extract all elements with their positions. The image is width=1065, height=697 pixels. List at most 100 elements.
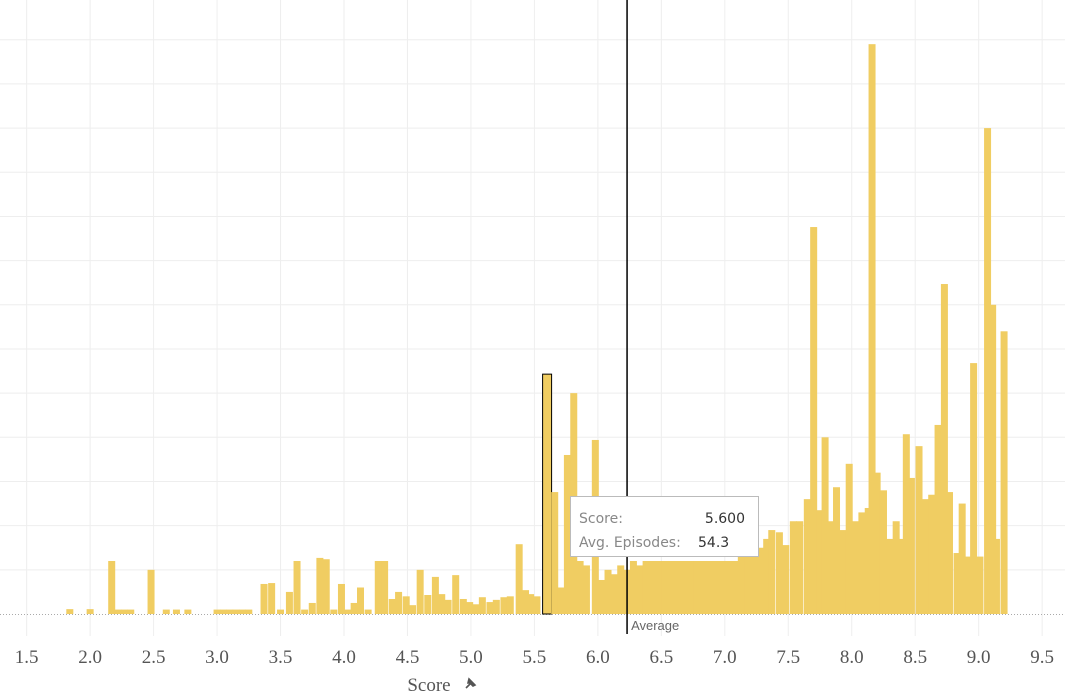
bar [127, 609, 135, 614]
bar [357, 587, 365, 614]
bar [864, 507, 872, 614]
bar [431, 576, 439, 614]
x-axis-title: Score [407, 675, 450, 696]
bar [238, 609, 246, 614]
bar [970, 363, 978, 614]
bar [661, 560, 669, 614]
bar [768, 530, 776, 614]
bar [879, 490, 887, 614]
bar [852, 521, 860, 614]
bar [416, 569, 424, 614]
bar [821, 437, 829, 614]
bar [892, 521, 900, 614]
bar [506, 596, 514, 614]
bar [374, 560, 382, 614]
bar [1000, 331, 1008, 614]
bar [172, 609, 180, 614]
bar [945, 492, 953, 614]
bar [245, 609, 253, 614]
bar [617, 565, 625, 614]
bar [989, 304, 997, 614]
bar [551, 492, 559, 614]
bars [66, 44, 1008, 615]
tooltip-value: 5.600 [705, 511, 745, 527]
tooltip-box [570, 496, 759, 557]
bar [466, 602, 474, 614]
bar [680, 560, 688, 614]
bar [232, 609, 240, 614]
bar [976, 556, 984, 614]
bar [687, 560, 695, 614]
x-tick-label: 4.0 [332, 647, 356, 668]
bar [515, 544, 523, 614]
bar [285, 591, 293, 614]
bar [492, 599, 500, 614]
bar [486, 602, 494, 614]
bar [395, 591, 403, 614]
bar [409, 605, 417, 614]
bar [308, 602, 316, 614]
tooltip-label: Avg. Episodes: [579, 535, 681, 551]
bar [444, 599, 452, 614]
bar [500, 597, 508, 614]
bar [337, 583, 345, 614]
bar [796, 521, 804, 614]
bar [827, 521, 835, 614]
bar [693, 560, 701, 614]
x-tick-label: 6.0 [586, 647, 610, 668]
x-tick-label: 1.5 [15, 647, 39, 668]
bar [902, 434, 910, 614]
x-tick-label: 3.5 [269, 647, 293, 668]
bar [576, 560, 584, 614]
x-tick-label: 7.0 [713, 647, 737, 668]
bar [472, 604, 480, 614]
tooltip-value: 54.3 [698, 535, 729, 551]
bar [915, 446, 923, 614]
bar [277, 609, 285, 614]
bar [718, 560, 726, 614]
bar [858, 512, 866, 614]
x-tick-label: 8.0 [840, 647, 864, 668]
bar [921, 499, 929, 614]
bar [984, 128, 992, 615]
x-tick-label: 5.5 [523, 647, 547, 668]
bar [782, 545, 790, 614]
bar [725, 560, 733, 614]
bar [706, 560, 714, 614]
bar [897, 538, 905, 614]
bar [226, 609, 234, 614]
x-tick-label: 3.0 [205, 647, 229, 668]
bar [184, 609, 192, 614]
bar [873, 472, 881, 614]
bar [868, 44, 876, 614]
bar [527, 594, 535, 614]
bar [610, 574, 618, 614]
bar [934, 424, 942, 614]
bar [66, 609, 74, 614]
overlay: 1.5 2.0 2.5 3.0 3.5 4.0 4.5 5.0 5.5 6.0 6.5 7.0 7.5 8… [15, 0, 1054, 696]
bar [213, 609, 221, 614]
bar [293, 560, 301, 614]
bar [219, 609, 227, 614]
bar [744, 547, 752, 614]
bar [438, 594, 446, 614]
bar [655, 560, 663, 614]
x-tick-label: 2.0 [78, 647, 102, 668]
bar [452, 575, 460, 614]
bar [928, 494, 936, 614]
bar [953, 553, 961, 614]
bar [114, 609, 122, 614]
bar [810, 227, 818, 614]
bar [533, 596, 541, 614]
bar [992, 538, 1000, 614]
bar [712, 560, 720, 614]
bar [803, 499, 811, 614]
bar [322, 559, 330, 614]
bar [940, 284, 948, 614]
bar [424, 595, 432, 614]
bar [402, 596, 410, 614]
bar [316, 557, 324, 614]
bar [598, 579, 606, 614]
highlighted-bar [542, 373, 553, 615]
